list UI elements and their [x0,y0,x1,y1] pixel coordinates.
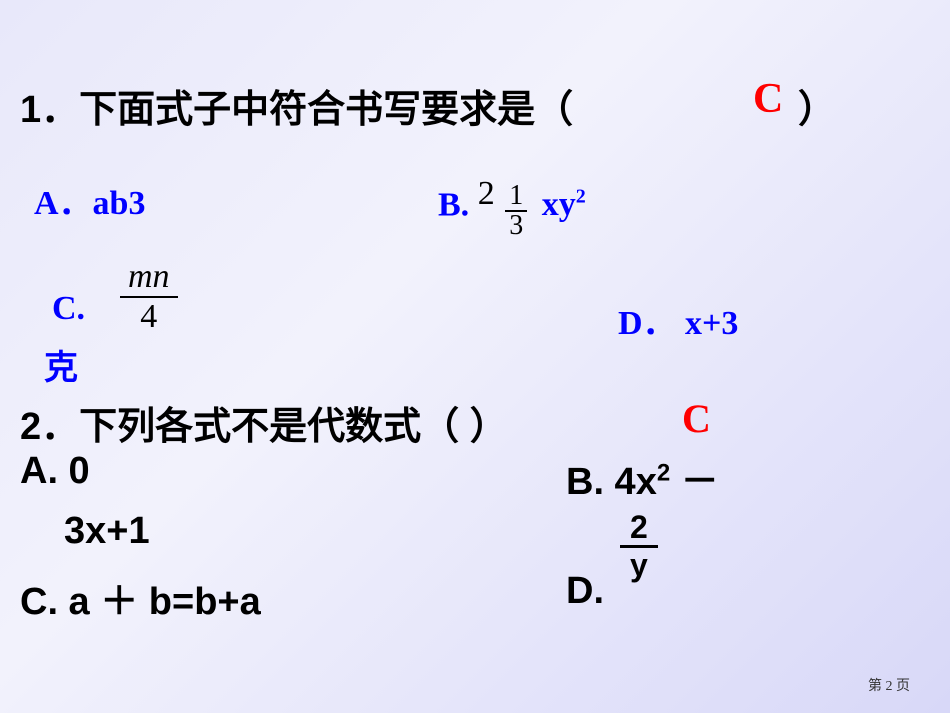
q1-optB-numerator: 1 [505,182,527,212]
q2-option-c: C. a ＋ b=b+a [20,570,261,625]
q1-option-c-fraction: mn 4 [120,258,178,336]
q1-optC-denominator: 4 [132,298,165,336]
q2-option-d-label: D. [566,570,604,613]
q1-optB-sup: 2 [576,186,586,208]
q1-optB-whole: 2 [478,175,495,212]
q2-answer: C [682,395,711,442]
q1-optB-denominator: 3 [505,212,527,240]
q1-optB-xy2: xy2 [542,186,586,223]
q2-optB-minus: － [670,461,719,503]
q1-option-d: D． x+3 [618,295,738,344]
q1-paren-close: ） [798,78,836,133]
q2-option-a: A. 0 [20,450,90,493]
q2-optB-part1: B. 4x [566,461,657,503]
slide: 1．下面式子中符合书写要求是（ C ） A．ab3 B. 2 1 3 xy2 C… [0,0,950,713]
q1-stem: 1．下面式子中符合书写要求是（ [20,78,573,133]
q1-option-c-label: C. [52,290,85,328]
q2-option-b-line1: B. 4x2 － [566,450,719,505]
q1-answer: C [753,75,783,123]
q1-optC-numerator: mn [120,258,178,298]
q1-optB-xy: xy [542,186,576,223]
q2-option-b-line2: 3x+1 [64,510,150,553]
page-number: 第 2 页 [868,675,910,695]
q1-option-b: B. 2 1 3 xy2 [438,175,586,240]
q2-option-d-fraction: 2 y [620,510,658,583]
q2-optB-sup: 2 [657,459,670,486]
q1-option-c-unit: 克 [44,340,78,389]
q2-optD-denominator: y [620,548,658,583]
q2-optD-numerator: 2 [620,510,658,548]
q1-optB-label: B. [438,186,469,223]
q1-option-a: A．ab3 [34,175,145,224]
q1-optB-stack: 1 3 [505,182,527,240]
q2-stem: 2．下列各式不是代数式（ ） [20,395,508,450]
q1-optB-mixed-fraction: 2 1 3 [478,175,528,240]
